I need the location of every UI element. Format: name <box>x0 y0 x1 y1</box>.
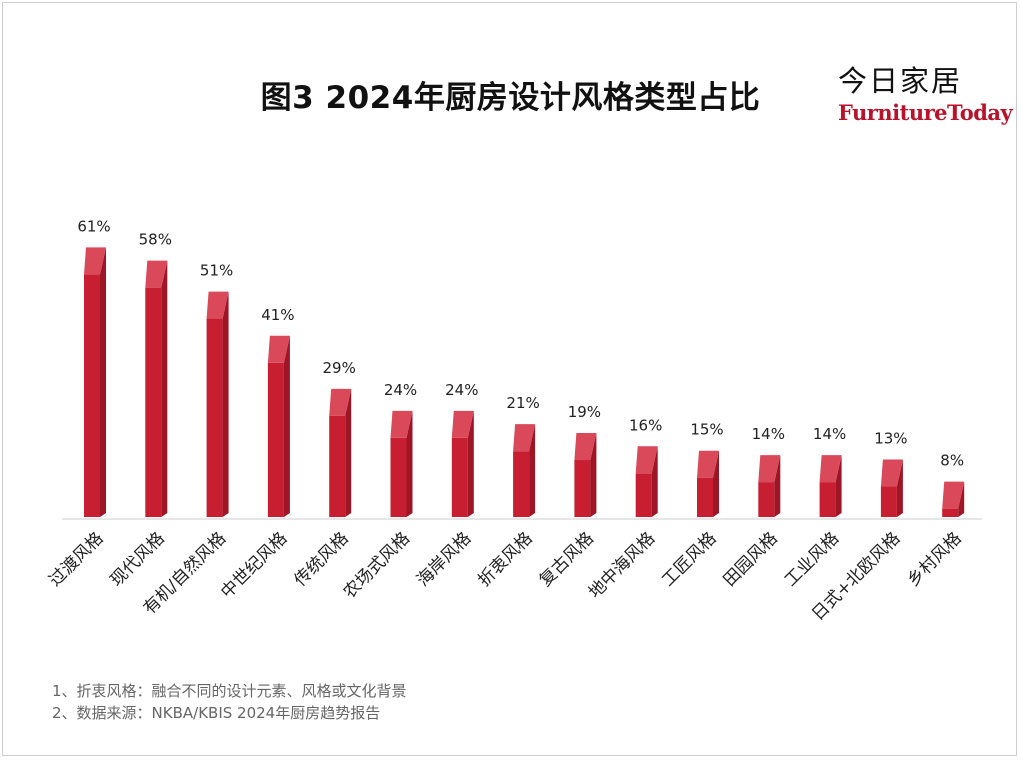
category-label: 田园风格 <box>720 528 782 590</box>
bar-front <box>84 274 100 517</box>
bar-side <box>713 450 719 517</box>
bar-top <box>390 410 413 438</box>
bar-front <box>267 362 284 517</box>
data-label: 14% <box>752 425 785 443</box>
bar-top <box>574 433 597 461</box>
category-label: 中世纪风格 <box>217 528 291 602</box>
bar-side <box>835 455 842 517</box>
bar-side <box>651 446 658 517</box>
bar-front <box>819 482 836 517</box>
bar-front <box>329 415 346 517</box>
bar-top <box>84 247 106 275</box>
bar-front <box>574 460 591 517</box>
bar-top <box>880 459 903 487</box>
bar-front <box>145 287 162 517</box>
footnotes: 1、折衷风格：融合不同的设计元素、风格或文化背景 2、数据来源：NKBA/KBI… <box>52 680 407 724</box>
category-label: 过渡风格 <box>45 528 107 590</box>
bar-side <box>467 410 474 517</box>
brand-logo-cn: 今日家居 <box>838 64 963 98</box>
bar-side <box>283 335 290 517</box>
category-label: 传统风格 <box>291 528 353 590</box>
footnote-1: 1、折衷风格：融合不同的设计元素、风格或文化背景 <box>52 682 407 700</box>
bar-top <box>635 446 658 474</box>
data-label: 58% <box>139 231 172 249</box>
bar-top <box>451 410 474 438</box>
category-label: 折衷风格 <box>474 528 536 590</box>
category-label: 工匠风格 <box>658 528 720 590</box>
data-label: 41% <box>261 306 294 324</box>
data-label: 24% <box>384 381 417 399</box>
category-label: 复古风格 <box>536 528 598 590</box>
bar-front <box>513 451 530 517</box>
data-label: 61% <box>77 217 110 235</box>
bar-front <box>942 508 959 517</box>
bar-side <box>406 410 413 517</box>
bar-front <box>635 473 652 517</box>
bar-front <box>390 437 407 517</box>
bar-top <box>329 388 352 416</box>
bar-top <box>819 455 842 483</box>
bar-side <box>161 260 168 517</box>
data-label: 19% <box>568 403 601 421</box>
brand-logo-en: FurnitureToday <box>838 100 1013 125</box>
data-label: 13% <box>874 430 907 448</box>
bar-top <box>697 450 719 478</box>
data-label: 21% <box>506 394 539 412</box>
category-label: 工业风格 <box>781 528 843 590</box>
category-label: 地中海风格 <box>585 528 659 602</box>
bar-top <box>267 335 290 363</box>
chart-title: 图3 2024年厨房设计风格类型占比 <box>260 80 761 116</box>
bar-front <box>451 437 468 517</box>
bar-side <box>100 247 106 517</box>
bar-top <box>206 291 229 319</box>
bar-side <box>345 388 352 517</box>
category-label: 现代风格 <box>107 528 169 590</box>
data-label: 29% <box>323 359 356 377</box>
bar-front <box>758 482 775 517</box>
bar-chart: 61%过渡风格58%现代风格51%有机/自然风格41%中世纪风格29%传统风格2… <box>45 217 982 625</box>
category-label: 乡村风格 <box>904 528 966 590</box>
bar-top <box>758 455 781 483</box>
data-label: 14% <box>813 425 846 443</box>
data-label: 15% <box>690 421 723 439</box>
category-label: 农场式风格 <box>340 528 414 602</box>
bar-top <box>942 481 965 509</box>
bar-side <box>896 459 903 517</box>
category-label: 海岸风格 <box>413 528 475 590</box>
data-label: 51% <box>200 262 233 280</box>
bar-side <box>774 455 781 517</box>
bar-side <box>958 481 965 517</box>
data-label: 16% <box>629 416 662 434</box>
bar-front <box>206 318 223 517</box>
bar-top <box>145 260 168 288</box>
bar-side <box>222 291 229 517</box>
data-label: 8% <box>940 452 964 470</box>
bar-top <box>513 424 536 452</box>
bar-front <box>697 477 713 517</box>
bar-side <box>529 424 536 517</box>
bar-front <box>880 486 897 517</box>
footnote-2: 2、数据来源：NKBA/KBIS 2024年厨房趋势报告 <box>52 704 381 722</box>
data-label: 24% <box>445 381 478 399</box>
bar-side <box>590 433 597 517</box>
